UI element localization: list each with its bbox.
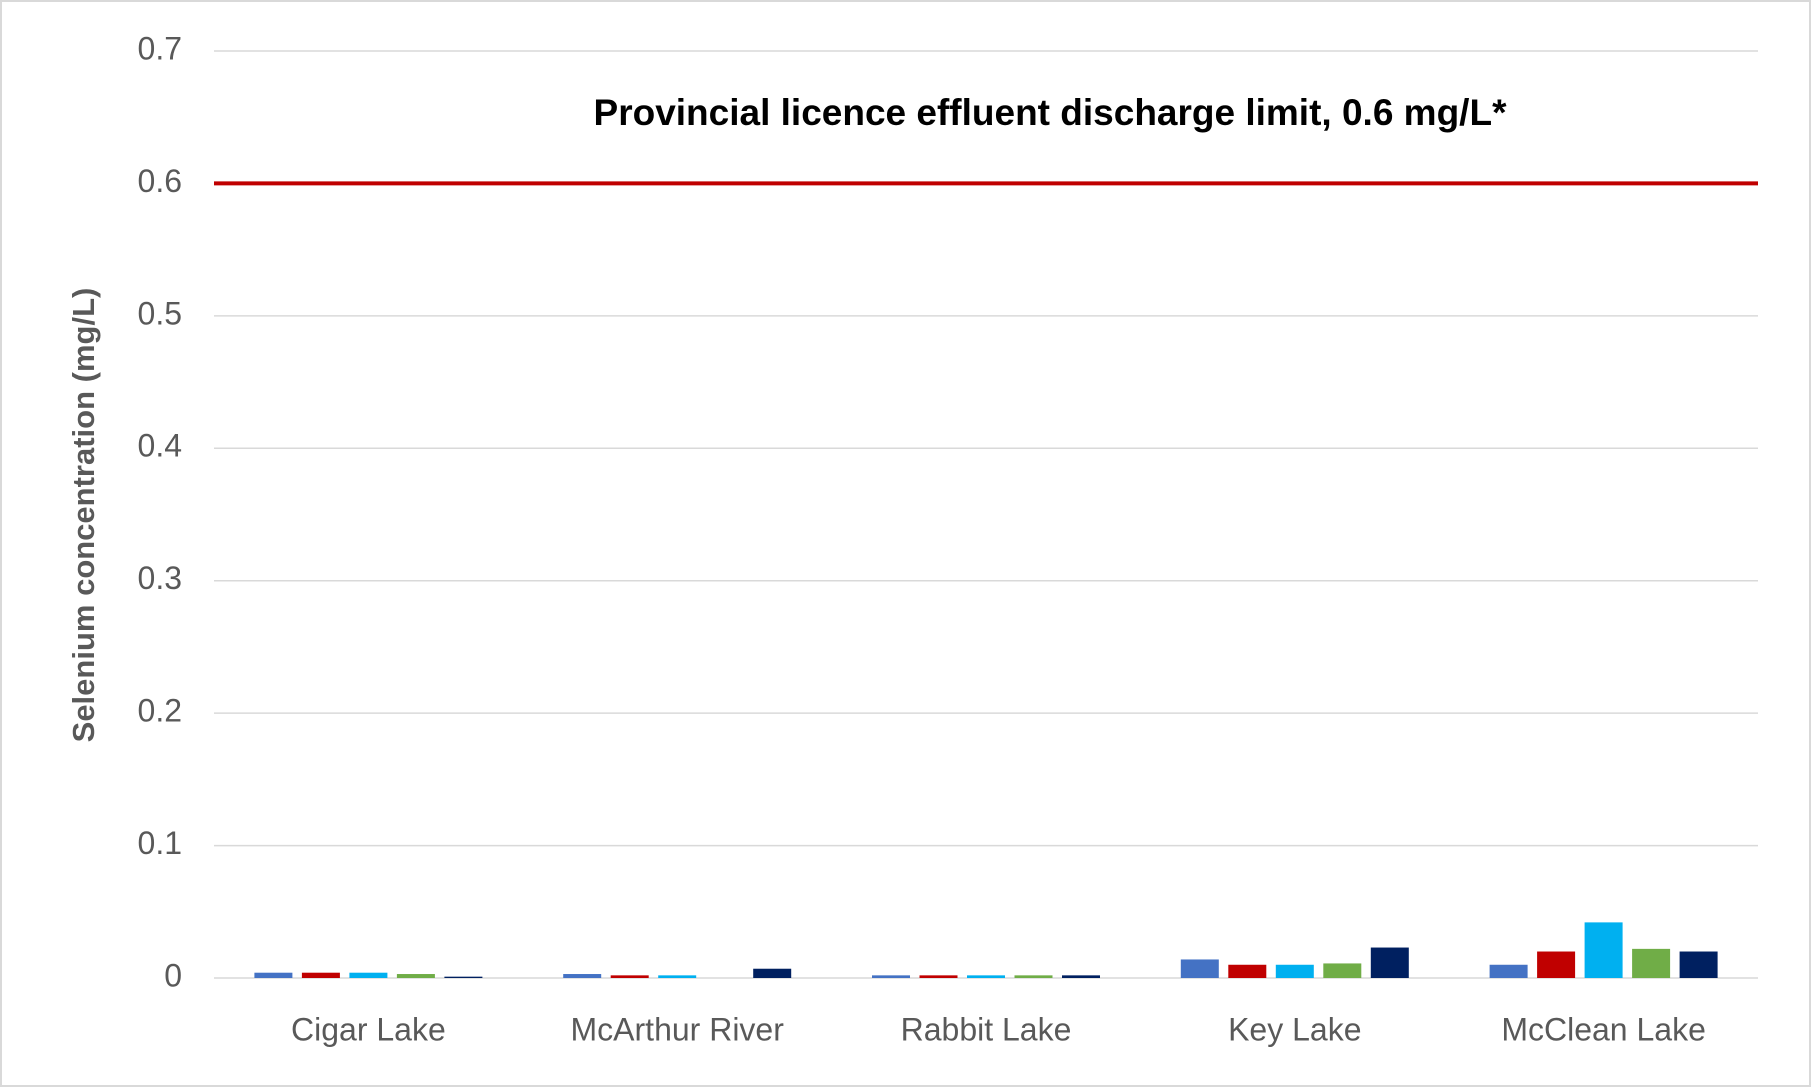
bar [919,975,958,978]
y-tick-label: 0.1 [138,825,182,861]
bar [753,968,792,978]
bar [444,976,483,978]
y-tick-label: 0.2 [138,693,182,729]
bar [1632,948,1671,978]
bar [1679,951,1718,978]
bar [1014,975,1053,978]
y-axis-label: Selenium concentration (mg/L) [66,288,101,743]
bar [967,975,1005,978]
y-tick-label: 0 [164,957,182,993]
x-tick-label: McClean Lake [1501,1011,1706,1047]
bar [563,974,602,978]
y-tick-label: 0.7 [138,30,182,66]
y-tick-label: 0.4 [138,428,182,464]
bar [301,972,340,978]
bar [1370,947,1409,978]
bar [1180,959,1219,978]
bar [349,972,388,978]
bar [1584,922,1623,978]
bar [1537,951,1576,978]
bar [1275,964,1314,978]
x-tick-label: Rabbit Lake [901,1011,1072,1047]
bar [872,975,910,978]
bar [1323,963,1362,978]
bar [254,972,293,978]
bar [396,974,435,978]
bar [658,975,697,978]
annotation: Provincial licence effluent discharge li… [594,92,1508,133]
bar [1489,964,1528,978]
bar [610,975,649,978]
bar [1228,964,1267,978]
x-tick-label: Cigar Lake [291,1011,446,1047]
y-tick-label: 0.3 [138,560,182,596]
y-tick-label: 0.5 [138,295,182,331]
y-tick-label: 0.6 [138,163,182,199]
x-tick-label: McArthur River [571,1011,785,1047]
bar [1062,975,1100,978]
x-tick-label: Key Lake [1228,1011,1361,1047]
